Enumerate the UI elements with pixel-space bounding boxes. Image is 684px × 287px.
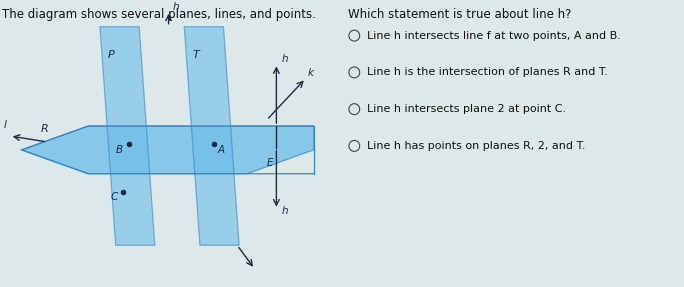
Text: l: l <box>4 120 7 130</box>
Text: h: h <box>281 55 288 65</box>
Text: Line h has points on planes R, 2, and T.: Line h has points on planes R, 2, and T. <box>367 141 585 151</box>
Text: Line h intersects plane 2 at point C.: Line h intersects plane 2 at point C. <box>367 104 566 114</box>
Text: h: h <box>172 2 179 12</box>
Text: Which statement is true about line h?: Which statement is true about line h? <box>348 8 571 21</box>
Polygon shape <box>22 126 314 174</box>
Text: R: R <box>41 124 49 134</box>
Text: A: A <box>218 145 225 155</box>
Text: T: T <box>192 51 199 61</box>
Text: Line h intersects line f at two points, A and B.: Line h intersects line f at two points, … <box>367 31 620 41</box>
Text: h: h <box>281 206 288 216</box>
Text: P: P <box>108 51 114 61</box>
Text: k: k <box>308 68 314 78</box>
Polygon shape <box>184 27 239 245</box>
Text: Line h is the intersection of planes R and T.: Line h is the intersection of planes R a… <box>367 67 607 77</box>
Text: C: C <box>111 191 118 201</box>
Polygon shape <box>100 27 155 245</box>
Text: E: E <box>267 158 273 168</box>
Text: The diagram shows several planes, lines, and points.: The diagram shows several planes, lines,… <box>2 8 316 21</box>
Text: B: B <box>116 145 122 155</box>
